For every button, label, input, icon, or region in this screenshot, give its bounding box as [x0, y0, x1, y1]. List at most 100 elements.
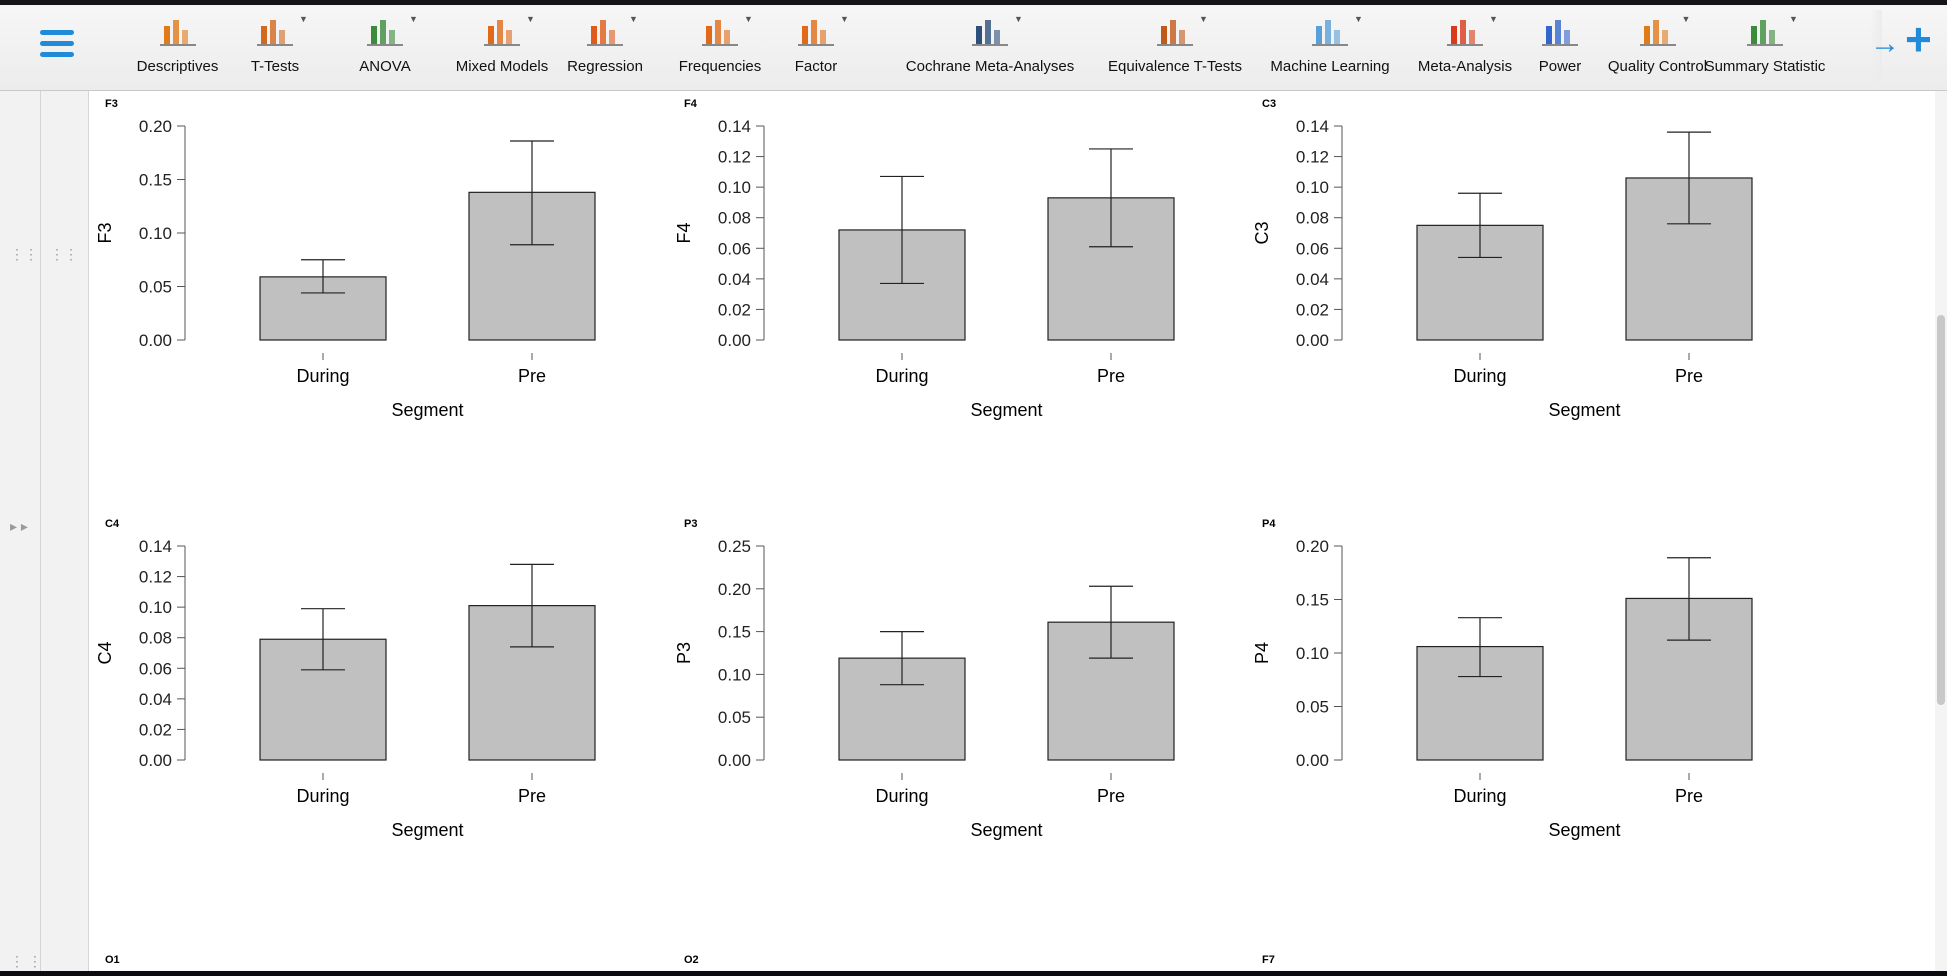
anova-icon [350, 14, 420, 55]
y-tick-label: 0.02 [718, 300, 751, 319]
module-t-tests-button[interactable]: ▼ T-Tests [245, 10, 308, 82]
y-tick-label: 0.00 [139, 751, 172, 770]
dropdown-caret-icon: ▼ [744, 14, 753, 24]
x-axis-label: Segment [970, 820, 1042, 840]
module-summary-statistics-button[interactable]: ▼ Summary Statistic [1700, 10, 1830, 82]
module-label: Equivalence T-Tests [1108, 58, 1242, 75]
t-tests-icon [245, 14, 305, 55]
module-meta-analysis-button[interactable]: ▼ Meta-Analysis [1410, 10, 1520, 82]
dropdown-caret-icon: ▼ [1354, 14, 1363, 24]
module-label: Cochrane Meta-Analyses [905, 58, 1075, 75]
module-label: Quality Control [1607, 58, 1708, 75]
y-tick-label: 0.10 [718, 178, 751, 197]
y-tick-label: 0.00 [1296, 751, 1329, 770]
y-tick-label: 0.05 [718, 708, 751, 727]
hamburger-menu-icon[interactable] [40, 30, 74, 64]
y-axis-label: C3 [1252, 221, 1272, 244]
x-axis-label: Segment [1548, 820, 1620, 840]
plot-title: C4 [105, 518, 120, 530]
plot-title: C3 [1262, 98, 1276, 110]
module-descriptives-button[interactable]: Descriptives [130, 10, 225, 82]
module-mixed-models-button[interactable]: ▼ Mixed Models [447, 10, 557, 82]
y-tick-label: 0.05 [1296, 698, 1329, 717]
y-tick-label: 0.15 [139, 171, 172, 190]
y-tick-label: 0.05 [139, 278, 172, 297]
plots-canvas: F3 0.00 0.05 0.10 0.15 0.20 F3 During Pre Segment… [95, 98, 1753, 966]
y-tick-label: 0.12 [1296, 148, 1329, 167]
module-power-button[interactable]: Power [1530, 10, 1590, 82]
module-label: Summary Statistic [1704, 58, 1826, 75]
module-factor-button[interactable]: ▼ Factor [781, 10, 851, 82]
mixed-models-icon [447, 14, 557, 55]
x-tick-label: During [875, 366, 928, 386]
equivalence-icon [1095, 14, 1255, 55]
y-tick-label: 0.14 [1296, 117, 1329, 136]
factor-icon [781, 14, 851, 55]
drag-handle-icon[interactable]: ⋮⋮ [50, 246, 78, 262]
left-panel-strip: ⋮⋮ ⋮⋮ ▸ ▸ ⋮ ⋮ [0, 91, 89, 971]
plot-title: P4 [1262, 518, 1276, 530]
y-tick-label: 0.12 [718, 148, 751, 167]
dropdown-caret-icon: ▼ [629, 14, 638, 24]
panel-divider [40, 91, 41, 971]
y-tick-label: 0.20 [718, 580, 751, 599]
y-tick-label: 0.15 [718, 623, 751, 642]
drag-handle-icon[interactable]: ⋮⋮ [10, 246, 38, 262]
x-tick-label: During [296, 366, 349, 386]
module-label: Frequencies [678, 58, 762, 75]
y-tick-label: 0.08 [718, 209, 751, 228]
dropdown-caret-icon: ▼ [1199, 14, 1208, 24]
window-top-edge [0, 0, 1947, 5]
module-cochrane-button[interactable]: ▼ Cochrane Meta-Analyses [905, 10, 1075, 82]
module-machine-learning-button[interactable]: ▼ Machine Learning [1260, 10, 1400, 82]
module-ribbon: Descriptives ▼ T-Tests ▼ ANOVA ▼ Mixed Mode… [0, 0, 1947, 91]
module-label: ANOVA [359, 58, 411, 75]
cochrane-icon [905, 14, 1075, 55]
ribbon-scroll-right-icon[interactable]: → [1870, 27, 1900, 60]
x-tick-label: During [1453, 786, 1506, 806]
results-output-pane: F3 0.00 0.05 0.10 0.15 0.20 F3 During Pre Segment… [89, 91, 1947, 971]
y-tick-label: 0.12 [139, 568, 172, 587]
ribbon-fade [1870, 10, 1882, 82]
plot-title: P3 [684, 518, 697, 530]
dropdown-caret-icon: ▼ [299, 14, 308, 24]
module-frequencies-button[interactable]: ▼ Frequencies [670, 10, 770, 82]
y-tick-label: 0.15 [1296, 591, 1329, 610]
y-tick-label: 0.08 [139, 629, 172, 648]
meta-analysis-icon [1410, 14, 1520, 55]
y-axis-label: F4 [674, 222, 694, 243]
expand-panel-icon[interactable]: ▸ ▸ [10, 518, 28, 534]
x-tick-label: Pre [518, 786, 546, 806]
module-label: T-Tests [250, 58, 300, 75]
module-label: Regression [567, 58, 643, 75]
x-tick-label: During [875, 786, 928, 806]
y-tick-label: 0.04 [139, 690, 172, 709]
module-regression-button[interactable]: ▼ Regression [560, 10, 650, 82]
scrollbar-thumb[interactable] [1937, 315, 1945, 705]
module-anova-button[interactable]: ▼ ANOVA [350, 10, 420, 82]
y-tick-label: 0.00 [718, 751, 751, 770]
y-axis-label: P3 [674, 642, 694, 664]
module-equivalence-button[interactable]: ▼ Equivalence T-Tests [1095, 10, 1255, 82]
x-tick-label: Pre [1675, 366, 1703, 386]
x-tick-label: Pre [1097, 366, 1125, 386]
module-label: Meta-Analysis [1417, 58, 1513, 75]
y-tick-label: 0.00 [718, 331, 751, 350]
x-axis-label: Segment [391, 820, 463, 840]
regression-icon [560, 14, 650, 55]
module-quality-control-button[interactable]: ▼ Quality Control [1600, 10, 1715, 82]
add-module-button[interactable]: + [1905, 13, 1932, 65]
y-tick-label: 0.02 [139, 720, 172, 739]
x-tick-label: During [1453, 366, 1506, 386]
y-tick-label: 0.02 [1296, 300, 1329, 319]
module-label: Factor [794, 58, 838, 75]
y-tick-label: 0.20 [139, 117, 172, 136]
y-axis-label: C4 [95, 641, 115, 664]
y-tick-label: 0.20 [1296, 537, 1329, 556]
x-tick-label: During [296, 786, 349, 806]
y-tick-label: 0.00 [1296, 331, 1329, 350]
module-label: Machine Learning [1270, 58, 1390, 75]
y-tick-label: 0.08 [1296, 209, 1329, 228]
drag-handle-icon[interactable]: ⋮ ⋮ [10, 953, 42, 969]
frequencies-icon [670, 14, 770, 55]
